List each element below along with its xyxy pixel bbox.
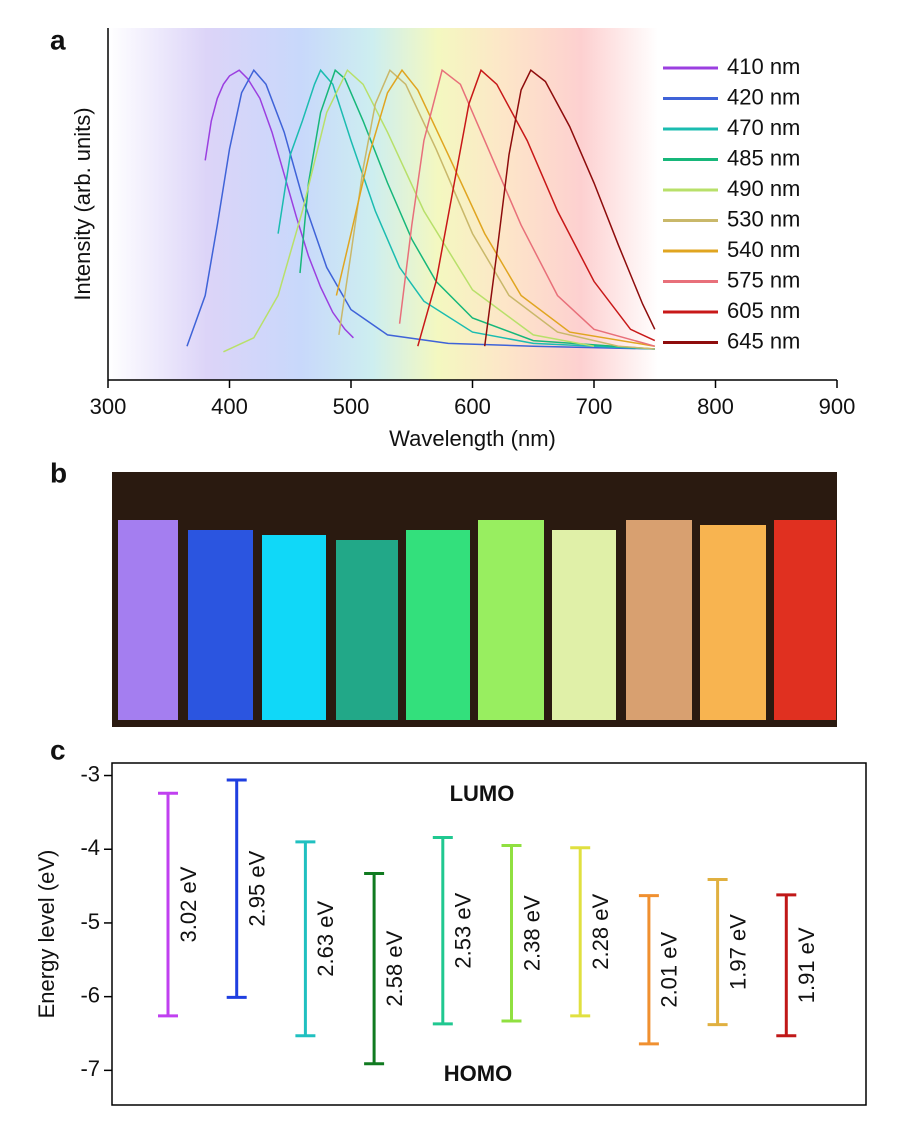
spectrum-line	[204, 69, 354, 339]
gap-label: 2.01 eV	[657, 932, 682, 1008]
legend-label: 420 nm	[727, 84, 800, 109]
y-axis-label: Energy level (eV)	[34, 850, 59, 1019]
y-tick-label: -7	[80, 1056, 100, 1081]
spectrum-line	[338, 68, 655, 350]
cuvette	[188, 530, 253, 720]
cuvette	[626, 520, 692, 720]
gap-label: 2.95 eV	[245, 850, 270, 926]
cuvette	[552, 530, 616, 720]
cuvette	[336, 540, 398, 720]
annotation: LUMO	[450, 781, 515, 806]
legend-label: 485 nm	[727, 145, 800, 170]
gap-label: 2.38 eV	[519, 895, 544, 971]
spectrum-line	[223, 68, 595, 353]
x-tick-label: 900	[819, 394, 856, 419]
spectrum-line	[299, 68, 655, 350]
spectrum-line	[277, 68, 655, 350]
x-tick-label: 500	[333, 394, 370, 419]
y-tick-label: -6	[80, 982, 100, 1007]
cuvette	[118, 520, 178, 720]
legend-label: 530 nm	[727, 206, 800, 231]
legend-label: 605 nm	[727, 298, 800, 323]
spectrum-line	[483, 69, 656, 347]
x-tick-label: 600	[454, 394, 491, 419]
legend-label: 410 nm	[727, 54, 800, 79]
gap-label: 1.91 eV	[794, 927, 819, 1003]
panel-label: c	[50, 734, 66, 765]
legend-label: 645 nm	[727, 328, 800, 353]
cuvette	[478, 520, 544, 720]
panel-label: b	[50, 457, 67, 488]
x-axis-label: Wavelength (nm)	[389, 426, 556, 451]
photo: b	[50, 457, 837, 727]
gap-label: 2.53 eV	[451, 892, 476, 968]
y-tick-label: -3	[80, 761, 100, 786]
gap-label: 2.28 eV	[588, 894, 613, 970]
spectrum-line	[186, 68, 655, 350]
gap-label: 1.97 eV	[725, 914, 750, 990]
spectrum-line	[417, 68, 656, 347]
legend-label: 575 nm	[727, 267, 800, 292]
gap-label: 2.63 eV	[313, 901, 338, 977]
panel-label: a	[50, 24, 66, 55]
cuvette	[700, 525, 766, 720]
x-tick-label: 800	[697, 394, 734, 419]
x-tick-label: 300	[90, 394, 127, 419]
plot-frame	[111, 762, 867, 1106]
legend-label: 470 nm	[727, 115, 800, 140]
gap-label: 2.58 eV	[382, 930, 407, 1006]
legend-label: 540 nm	[727, 237, 800, 262]
annotation: HOMO	[444, 1061, 512, 1086]
cuvette	[406, 530, 470, 720]
y-tick-label: -4	[80, 835, 100, 860]
y-tick-label: -5	[80, 909, 100, 934]
x-tick-label: 700	[576, 394, 613, 419]
spectrum-background	[108, 28, 658, 380]
gap-label: 3.02 eV	[176, 866, 201, 942]
cuvette	[262, 535, 326, 720]
legend-label: 490 nm	[727, 176, 800, 201]
spectrum-line	[335, 68, 655, 347]
cuvette	[774, 520, 836, 720]
spectrum-line	[398, 68, 656, 347]
y-axis-label: Intensity (arb. units)	[70, 107, 95, 300]
x-tick-label: 400	[211, 394, 248, 419]
